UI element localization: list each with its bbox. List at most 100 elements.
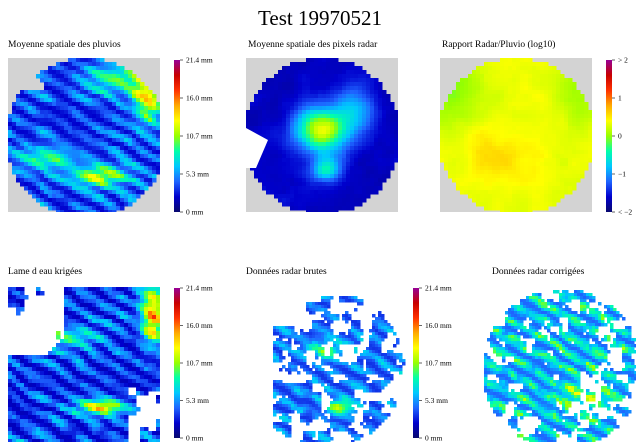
heatmap-cell <box>40 411 45 416</box>
heatmap-cell <box>96 174 101 179</box>
heatmap-cell <box>318 186 323 191</box>
heatmap-cell <box>20 90 25 95</box>
heatmap-cell <box>136 379 141 384</box>
heatmap-cell <box>584 134 589 139</box>
heatmap-cell <box>484 174 489 179</box>
heatmap-cell <box>254 94 259 99</box>
heatmap-cell <box>528 206 533 211</box>
heatmap-cell <box>322 106 327 111</box>
heatmap-cell <box>136 295 141 300</box>
heatmap-cell <box>68 423 73 428</box>
heatmap-cell <box>440 146 445 151</box>
heatmap-cell <box>374 114 379 119</box>
heatmap-cell <box>452 110 457 115</box>
heatmap-cell <box>36 371 41 376</box>
heatmap-cell <box>80 122 85 127</box>
heatmap-cell <box>456 146 461 151</box>
heatmap-cell <box>20 142 25 147</box>
heatmap-cell <box>370 182 375 187</box>
heatmap-cell <box>120 363 125 368</box>
heatmap-cell <box>76 431 81 436</box>
heatmap-cell <box>36 154 41 159</box>
heatmap-cell <box>315 305 319 309</box>
heatmap-cell <box>104 62 109 67</box>
heatmap-cell <box>108 383 113 388</box>
heatmap-cell <box>302 70 307 75</box>
heatmap-cell <box>88 122 93 127</box>
heatmap-cell <box>460 102 465 107</box>
heatmap-cell <box>32 186 37 191</box>
heatmap-cell <box>262 178 267 183</box>
heatmap-cell <box>80 62 85 67</box>
heatmap-cell <box>68 331 73 336</box>
heatmap-cell <box>116 198 121 203</box>
heatmap-cell <box>16 162 21 167</box>
heatmap-cell <box>278 166 283 171</box>
heatmap-cell <box>112 174 117 179</box>
heatmap-cell <box>72 295 77 300</box>
heatmap-cell <box>108 182 113 187</box>
heatmap-cell <box>104 118 109 123</box>
heatmap-cell <box>520 130 525 135</box>
heatmap-cell <box>262 162 267 167</box>
heatmap-cell <box>44 419 49 424</box>
heatmap-cell <box>342 94 347 99</box>
heatmap-cell <box>576 178 581 183</box>
heatmap-cell <box>298 86 303 91</box>
heatmap-cell <box>306 142 311 147</box>
heatmap-cell <box>394 142 398 147</box>
heatmap-cell <box>120 66 125 71</box>
heatmap-cell <box>302 118 307 123</box>
heatmap-cell <box>314 170 319 175</box>
heatmap-cell <box>584 166 589 171</box>
heatmap-cell <box>516 146 521 151</box>
heatmap-cell <box>386 130 391 135</box>
heatmap-cell <box>20 411 25 416</box>
heatmap-cell <box>120 415 125 420</box>
heatmap-cell <box>36 166 41 171</box>
heatmap-cell <box>60 359 65 364</box>
heatmap-cell <box>476 130 481 135</box>
heatmap-cell <box>306 118 311 123</box>
heatmap-cell <box>152 311 157 316</box>
heatmap-cell <box>40 154 45 159</box>
heatmap-cell <box>327 302 331 306</box>
heatmap-cell <box>96 154 101 159</box>
heatmap-cell <box>568 82 573 87</box>
heatmap-cell <box>156 347 160 352</box>
heatmap-cell <box>274 130 279 135</box>
heatmap-cell <box>274 82 279 87</box>
heatmap-cell <box>104 154 109 159</box>
heatmap-cell <box>576 154 581 159</box>
heatmap-cell <box>358 98 363 103</box>
heatmap-cell <box>80 367 85 372</box>
heatmap-cell <box>120 419 125 424</box>
heatmap-cell <box>512 202 517 207</box>
heatmap-cell <box>318 178 323 183</box>
heatmap-cell <box>12 363 17 368</box>
heatmap-cell <box>386 98 391 103</box>
heatmap-cell <box>286 70 291 75</box>
heatmap-cell <box>298 118 303 123</box>
heatmap-cell <box>336 314 340 318</box>
heatmap-cell <box>362 174 367 179</box>
heatmap-cell <box>128 351 133 356</box>
heatmap-cell <box>16 427 21 432</box>
heatmap-cell <box>468 190 473 195</box>
heatmap-cell <box>282 86 287 91</box>
heatmap-cell <box>12 162 17 167</box>
heatmap-cell <box>310 82 315 87</box>
heatmap-cell <box>374 130 379 135</box>
heatmap-cell <box>128 178 133 183</box>
heatmap-cell <box>362 194 367 199</box>
heatmap-cell <box>68 162 73 167</box>
heatmap-cell <box>508 194 513 199</box>
heatmap-cell <box>64 186 69 191</box>
heatmap-cell <box>152 367 157 372</box>
heatmap-cell <box>156 118 160 123</box>
heatmap-cell <box>132 375 137 380</box>
heatmap-cell <box>24 186 29 191</box>
heatmap-cell <box>266 106 271 111</box>
heatmap-cell <box>56 142 61 147</box>
heatmap-cell <box>480 190 485 195</box>
